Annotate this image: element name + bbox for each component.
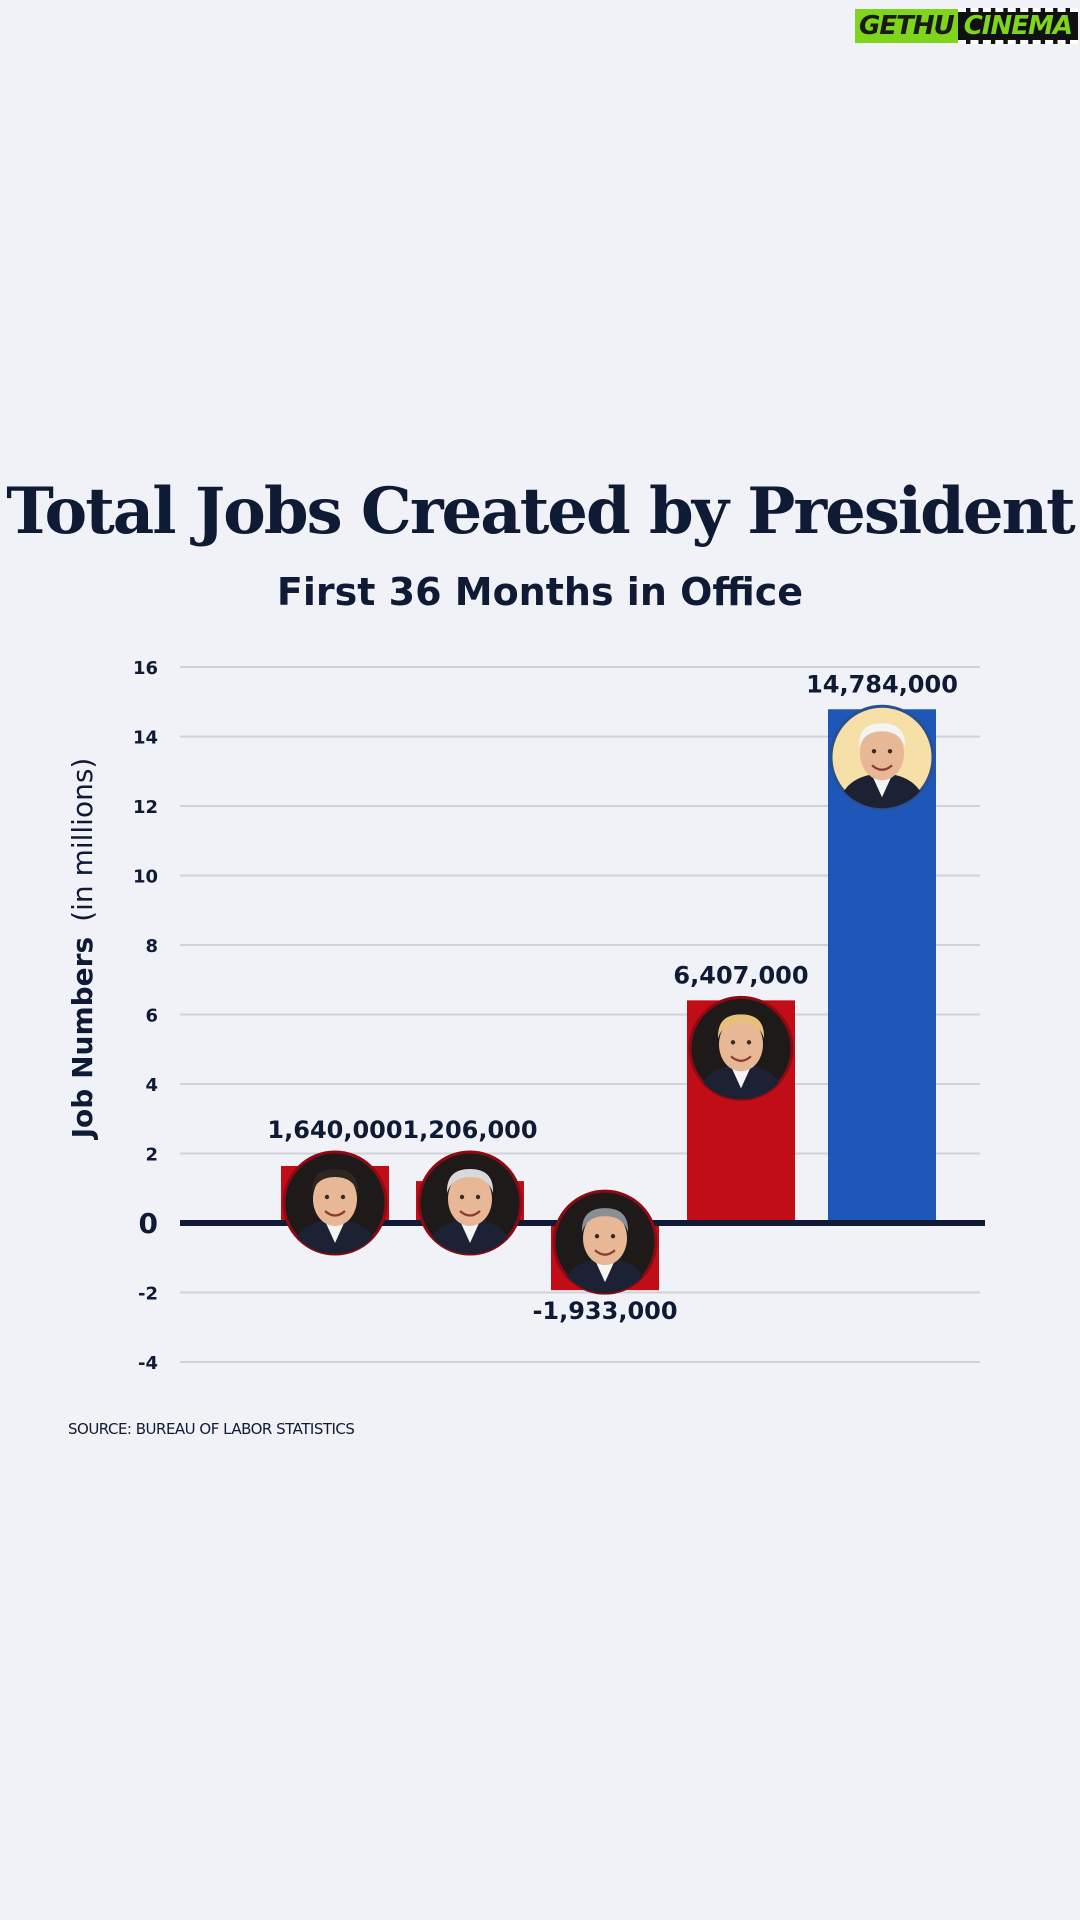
y-tick-label: 6 xyxy=(145,1006,158,1027)
portrait-eye xyxy=(340,1194,346,1200)
chart-title: Total Jobs Created by President xyxy=(6,474,1075,549)
portrait-hair xyxy=(581,1208,629,1233)
y-tick-label: -2 xyxy=(138,1284,158,1305)
watermark-part1: GETHU xyxy=(855,9,958,43)
biden-portrait-icon xyxy=(829,704,935,810)
portrait-face xyxy=(719,1017,763,1072)
portrait-face xyxy=(313,1172,357,1226)
portrait-eye xyxy=(324,1194,330,1200)
portrait-hair xyxy=(446,1169,494,1193)
portrait-hair xyxy=(717,1014,765,1039)
y-tick-label: 12 xyxy=(133,797,158,818)
trump-portrait-icon xyxy=(688,995,794,1101)
value-label: 1,640,000 xyxy=(267,1116,402,1144)
y-tick-label: -4 xyxy=(138,1353,158,1374)
portrait-mouth xyxy=(324,1210,346,1217)
portrait-shirt xyxy=(731,1066,751,1089)
y-tick-label: 10 xyxy=(133,867,158,888)
portrait-eye xyxy=(871,749,877,754)
y-axis-label: Job Numbers (in millions) xyxy=(66,758,99,1141)
portraits xyxy=(282,704,935,1295)
y-tick-label: 8 xyxy=(145,936,158,957)
portrait-eye xyxy=(746,1040,752,1045)
y-tick-label: 4 xyxy=(145,1075,158,1096)
portrait-mouth xyxy=(871,764,893,771)
portrait-mouth xyxy=(594,1249,616,1256)
source-note: SOURCE: BUREAU OF LABOR STATISTICS xyxy=(68,1420,355,1438)
y-tick-label: 0 xyxy=(139,1207,158,1240)
chart-subtitle: First 36 Months in Office xyxy=(276,570,804,614)
value-label: 1,206,000 xyxy=(402,1116,537,1144)
portrait-eye xyxy=(475,1194,481,1200)
portrait-face xyxy=(860,726,904,781)
bush-sr-portrait-icon xyxy=(417,1150,523,1256)
y-tick-label: 14 xyxy=(133,728,158,749)
portrait-shirt xyxy=(595,1260,615,1283)
portrait-eye xyxy=(730,1040,736,1045)
portrait-shirt xyxy=(325,1221,345,1243)
value-labels: 1,640,000 1,206,000 -1,933,000 6,407,000 14,… xyxy=(267,670,957,1325)
portrait-eye xyxy=(887,749,893,754)
portrait-mouth xyxy=(730,1055,752,1062)
value-label: -1,933,000 xyxy=(532,1297,677,1325)
portrait-shirt xyxy=(460,1221,480,1243)
bush-jr-portrait-icon xyxy=(552,1189,658,1295)
y-axis-label-units: (in millions) xyxy=(66,758,99,922)
portrait-face xyxy=(448,1172,492,1226)
y-tick-label: 2 xyxy=(145,1145,158,1166)
watermark-logo: GETHU CINEMA xyxy=(855,8,1078,44)
reagan-portrait-icon xyxy=(282,1150,388,1256)
portrait-eye xyxy=(459,1194,465,1200)
watermark-part2: CINEMA xyxy=(957,8,1078,44)
value-label: 6,407,000 xyxy=(673,961,808,989)
y-tick-label: 16 xyxy=(133,658,158,679)
portrait-mouth xyxy=(459,1210,481,1217)
portrait-hair xyxy=(858,723,906,748)
portrait-eye xyxy=(594,1233,600,1239)
portrait-hair xyxy=(311,1169,359,1193)
portrait-eye xyxy=(610,1233,616,1239)
portrait-shirt xyxy=(872,775,892,798)
portrait-face xyxy=(583,1211,627,1266)
y-tick-labels: 16 14 12 10 8 6 4 2 0 -2 -4 xyxy=(133,658,158,1374)
value-label: 14,784,000 xyxy=(806,670,958,698)
y-axis-label-main: Job Numbers xyxy=(66,937,99,1141)
